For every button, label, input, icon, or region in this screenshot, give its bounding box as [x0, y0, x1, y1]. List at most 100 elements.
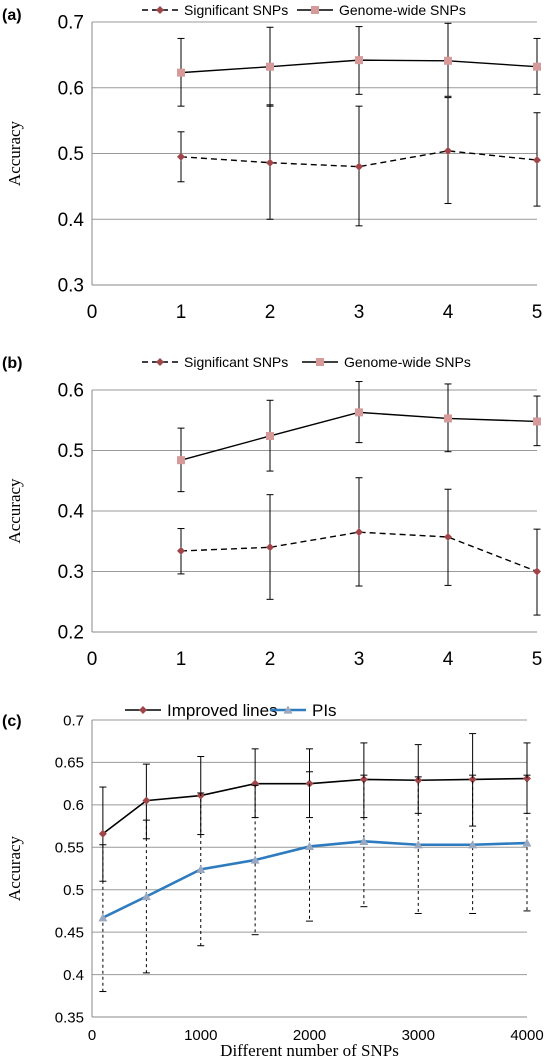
x-tick-label: 0 [87, 649, 98, 670]
y-tick-label: 0.3 [58, 562, 84, 583]
y-tick-label: 0.6 [63, 797, 84, 814]
legend-marker [156, 6, 164, 14]
data-point [177, 456, 185, 465]
series-line [102, 777, 528, 835]
data-point [141, 892, 151, 901]
series-genome-wide-snps [177, 381, 541, 493]
y-tick-label: 0.7 [63, 712, 84, 729]
data-point [98, 829, 107, 838]
x-tick-label: 4 [443, 649, 454, 670]
data-point [468, 840, 478, 849]
x-tick-label: 3 [354, 302, 365, 323]
x-tick-label: 3 [354, 649, 365, 670]
data-point [468, 775, 477, 784]
data-point [355, 56, 363, 65]
data-point [305, 779, 314, 788]
y-axis-label: Accuracy [5, 120, 24, 186]
data-point [266, 431, 274, 440]
data-point [98, 913, 108, 922]
data-point [359, 775, 368, 784]
data-point [355, 162, 363, 171]
y-axis-label: Accuracy [5, 478, 24, 544]
data-point [522, 838, 532, 847]
legend-marker [316, 358, 324, 366]
y-tick-label: 0.4 [58, 502, 85, 523]
legend-marker [156, 358, 164, 366]
y-axis-label: Accuracy [5, 835, 24, 901]
panel-label: (a) [2, 7, 22, 24]
data-point [444, 533, 452, 542]
legend-marker [139, 706, 147, 714]
y-tick-label: 0.7 [58, 13, 84, 34]
y-tick-label: 0.35 [55, 1009, 84, 1026]
data-point [533, 417, 541, 426]
data-point [250, 855, 260, 864]
x-tick-label: 5 [532, 302, 543, 323]
y-tick-label: 0.5 [63, 882, 84, 899]
data-point [355, 528, 363, 537]
data-point [359, 836, 369, 845]
data-point [533, 567, 541, 576]
legend-entry: Significant SNPs [142, 2, 288, 18]
x-tick-label: 2000 [293, 1027, 326, 1044]
panel-label: (c) [2, 713, 22, 730]
legend-label: Genome-wide SNPs [339, 2, 466, 18]
y-tick-label: 0.55 [55, 840, 84, 857]
y-tick-label: 0.4 [63, 967, 84, 984]
y-tick-label: 0.4 [58, 210, 85, 231]
x-tick-label: 2 [265, 649, 276, 670]
panel-label: (b) [2, 355, 22, 372]
legend-label: Genome-wide SNPs [344, 354, 471, 370]
x-tick-label: 5 [532, 649, 543, 670]
data-point [305, 841, 314, 851]
data-point [266, 158, 274, 167]
y-tick-label: 0.3 [58, 276, 84, 297]
legend-entry: Genome-wide SNPs [302, 354, 471, 370]
data-point [444, 56, 452, 65]
data-point [142, 796, 151, 805]
x-tick-label: 1 [176, 649, 187, 670]
series-significant-snps [177, 477, 541, 616]
chart-panel-2: 0.2 0.3 0.4 0.5 0.6 0 1 2 3 4 5 (b) Accuracy Signific… [2, 354, 542, 670]
data-point [533, 156, 541, 165]
legend-entry: Improved lines [125, 701, 278, 720]
data-point [177, 152, 185, 161]
series-line [180, 531, 538, 573]
legend-marker [283, 705, 293, 714]
legend-label: Improved lines [167, 701, 278, 720]
x-tick-label: 2 [265, 302, 276, 323]
x-tick-label: 0 [88, 1027, 96, 1044]
series-pis [98, 771, 532, 993]
data-point [523, 774, 531, 783]
y-tick-label: 0.2 [58, 623, 84, 644]
legend-marker [311, 6, 319, 14]
x-tick-label: 0 [87, 302, 98, 323]
chart-panel-3: 0.35 0.4 0.45 0.5 0.55 0.6 0.65 0.7 0 1000 2000 300… [2, 701, 544, 1060]
data-point [533, 62, 541, 71]
data-point [444, 146, 452, 155]
data-point [444, 414, 452, 423]
x-axis-label: Different number of SNPs [220, 1041, 399, 1060]
data-point [413, 840, 423, 849]
legend-entry: Significant SNPs [142, 354, 288, 370]
data-point [266, 543, 274, 552]
data-point [177, 68, 185, 77]
y-tick-label: 0.6 [58, 78, 84, 99]
series-line [102, 840, 528, 919]
x-tick-label: 1 [176, 302, 187, 323]
data-point [355, 408, 363, 417]
y-tick-label: 0.65 [55, 755, 84, 772]
x-tick-label: 4000 [510, 1027, 543, 1044]
series-significant-snps [177, 97, 541, 227]
legend-label: Significant SNPs [184, 354, 288, 370]
x-tick-label: 3000 [402, 1027, 435, 1044]
data-point [414, 776, 423, 785]
data-point [177, 546, 185, 555]
legend-entry: Genome-wide SNPs [297, 2, 466, 18]
y-tick-label: 0.5 [58, 441, 84, 462]
series-improved-lines [98, 733, 531, 882]
legend-entry: PIs [270, 701, 337, 720]
x-tick-label: 4 [443, 302, 454, 323]
data-point [196, 864, 206, 873]
